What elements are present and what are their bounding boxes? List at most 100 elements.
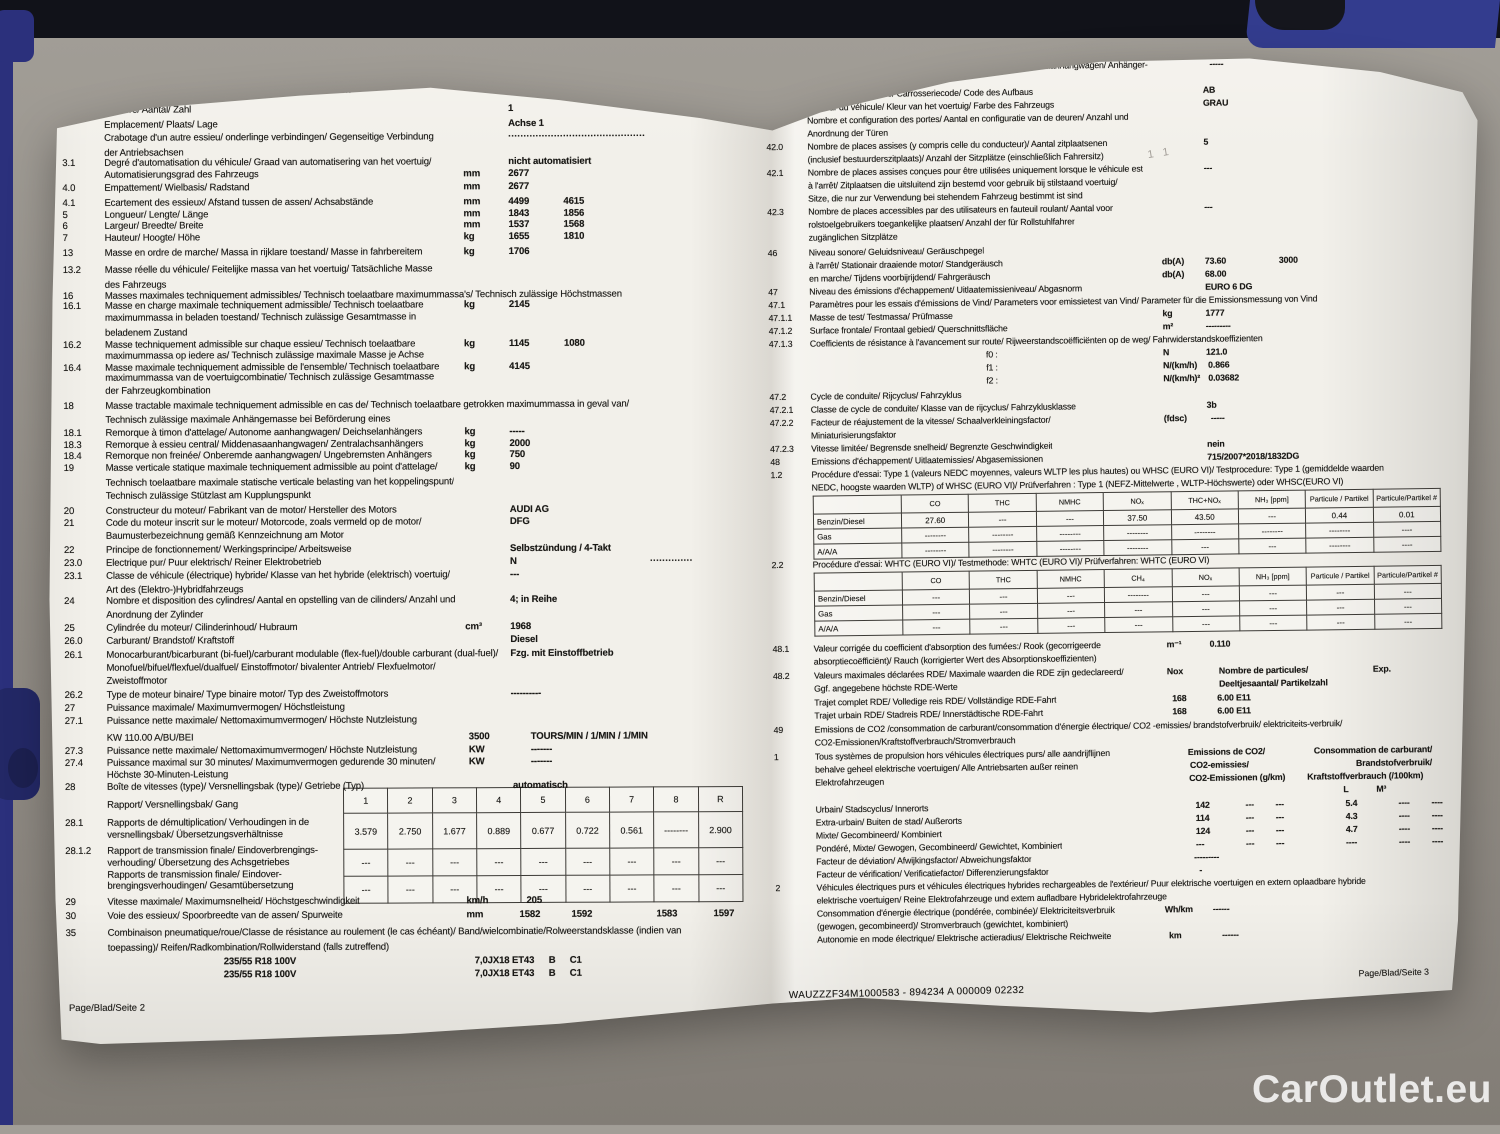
background-blue-strip-left: [0, 28, 13, 1125]
table-cell: --------: [1306, 537, 1374, 554]
row-value: ---: [1245, 825, 1255, 836]
table-header-cell: CO: [902, 571, 970, 591]
table-cell: ---: [902, 604, 971, 621]
row-number: 47.1.1: [768, 312, 793, 324]
row-label: f0 :: [985, 349, 998, 360]
row-label: Connexions pour le freinage de la remorq…: [806, 59, 1148, 74]
row-label: Miniaturisierungsfaktor: [810, 429, 897, 441]
row-value: 6.00 E11: [1217, 692, 1251, 703]
row-label: Facteur de réajustement de la vitesse/ S…: [810, 414, 1051, 428]
row-label: f1 :: [986, 362, 998, 373]
row-value: Kraftstoffverbrauch (/100km): [1307, 770, 1424, 782]
row-value: ---: [1203, 162, 1213, 173]
table-cell: A/A/A: [813, 543, 902, 560]
row-label: Vitesse limitée/ Begrensde snelheid/ Beg…: [811, 440, 1053, 454]
row-label: Cycle de conduite/ Rijcyclus/ Fahrzyklus: [810, 389, 962, 402]
row-value: M³: [1376, 783, 1387, 794]
table-cell: 43.50: [1170, 508, 1239, 525]
table-cell: --------: [1104, 586, 1173, 603]
row-value: ----: [1398, 797, 1410, 808]
row-value: N/(km/h): [1163, 359, 1198, 371]
row-label: Facteur de déviation/ Afwijkingsfactor/ …: [816, 853, 1032, 867]
row-value: db(A): [1161, 269, 1185, 280]
table-cell: ---: [1172, 600, 1240, 617]
table-header-cell: NOₓ: [1171, 567, 1240, 587]
table-cell: --------: [901, 542, 970, 559]
emission-test-table-whtc: CO THC NMHC CH₄ NOₓ NH₃ [ppm] Particule / Part…: [813, 564, 1443, 637]
table-cell: Benzin/Diesel: [814, 590, 903, 607]
row-value: ---------: [1194, 851, 1220, 862]
row-value: Deeltjesaantal/ Partikelzahl: [1218, 677, 1328, 689]
row-label: Surface frontale/ Frontaal gebied/ Quers…: [809, 323, 1008, 336]
row-value: N/(km/h)²: [1163, 372, 1201, 384]
table-header-cell: [814, 572, 903, 592]
row-label: à l'arrêt/ Stationair draaiende motor/ S…: [808, 258, 1003, 271]
row-number: 40: [765, 103, 776, 114]
row-number: 2: [775, 883, 781, 894]
row-number: 1.2: [770, 469, 783, 481]
table-cell: ---: [1306, 584, 1375, 601]
row-number: 46: [767, 248, 778, 259]
row-value: 6.00 E11: [1217, 705, 1251, 716]
row-value: -----: [1210, 412, 1225, 423]
table-cell: ---: [968, 511, 1037, 528]
row-value: AB: [1202, 84, 1216, 95]
row-value: db(A): [1161, 256, 1185, 267]
row-number: 47.1.3: [768, 338, 793, 350]
row-number: 42.3: [767, 206, 784, 218]
row-value: ---: [1204, 201, 1213, 212]
row-label: Bremsanschlüsse: [806, 75, 874, 87]
row-label: CO2-Emissionen/Kraftstoffverbrauch/Strom…: [814, 735, 1016, 748]
row-value: 68.00: [1204, 268, 1227, 279]
table-cell: ---: [1172, 615, 1240, 632]
row-value: 73.60: [1204, 255, 1227, 266]
row-value: 2: [507, 69, 514, 81]
row-value: ---: [1245, 812, 1255, 823]
row-number: 1: [61, 70, 68, 82]
table-cell: ---: [1373, 583, 1442, 600]
table-cell: Gas: [813, 528, 902, 545]
row-number: 47.2.3: [770, 443, 794, 455]
table-cell: --------: [1103, 524, 1172, 541]
caroutlet-watermark: CarOutlet.eu: [1251, 1068, 1492, 1111]
background-blue-blob-top: [0, 10, 34, 62]
row-value: ------: [1222, 929, 1239, 940]
table-cell: 27.60: [901, 512, 969, 529]
row-label: behalve geheel elektrische voertuigen/ A…: [814, 761, 1078, 775]
row-number: 1: [773, 752, 779, 763]
row-label: Nombre d'essieux/roues/ Aantal assen/wie…: [103, 69, 401, 82]
row-value: Nombre de particules/: [1218, 664, 1309, 676]
row-label: f2 :: [986, 375, 998, 386]
emission-test-table-type1: CO THC NMHC NOₓ THC+NOₓ NH₃ [ppm] Particule / …: [812, 487, 1442, 560]
table-cell: ---: [1239, 600, 1307, 616]
table-cell: ---: [1036, 510, 1104, 527]
table-header-cell: NMHC: [1035, 492, 1104, 512]
table-cell: 0.01: [1373, 506, 1441, 523]
table-cell: ---: [1037, 617, 1106, 634]
row-value: ---: [1245, 799, 1254, 810]
row-number: 47.1: [768, 299, 785, 311]
table-cell: ---: [1238, 508, 1306, 524]
table-cell: --------: [1036, 540, 1105, 557]
row-label: en marche/ Tijdens voorbijrijdend/ Fahrg…: [808, 271, 991, 284]
table-cell: ---: [1306, 614, 1375, 631]
row-value: Nox: [1166, 666, 1184, 677]
row-number: 2.2: [771, 559, 784, 571]
document-vin-number: WAUZZZF34M1000583 - 894234 A 000009 0223…: [788, 984, 1025, 1002]
row-value: ---: [1245, 838, 1255, 849]
row-value: 715/2007*2018/1832DG: [1207, 450, 1300, 462]
table-cell: ----: [1373, 536, 1441, 553]
table-cell: ---: [902, 589, 970, 606]
row-value: m²: [1162, 321, 1174, 332]
page-3-footer: Page/Blad/Seite 3: [1358, 966, 1430, 979]
row-value: -: [1199, 864, 1203, 875]
row-value: 0.03682: [1208, 372, 1240, 383]
row-value: Emissions de CO2/: [1187, 746, 1266, 758]
row-label: Trajet complet RDE/ Volledige reis RDE/ …: [814, 694, 1057, 708]
table-header-cell: Particule / Partikel: [1305, 489, 1374, 509]
table-header-cell: THC: [969, 570, 1038, 590]
row-value: 5: [1203, 136, 1209, 147]
row-value: ---: [1275, 824, 1285, 835]
